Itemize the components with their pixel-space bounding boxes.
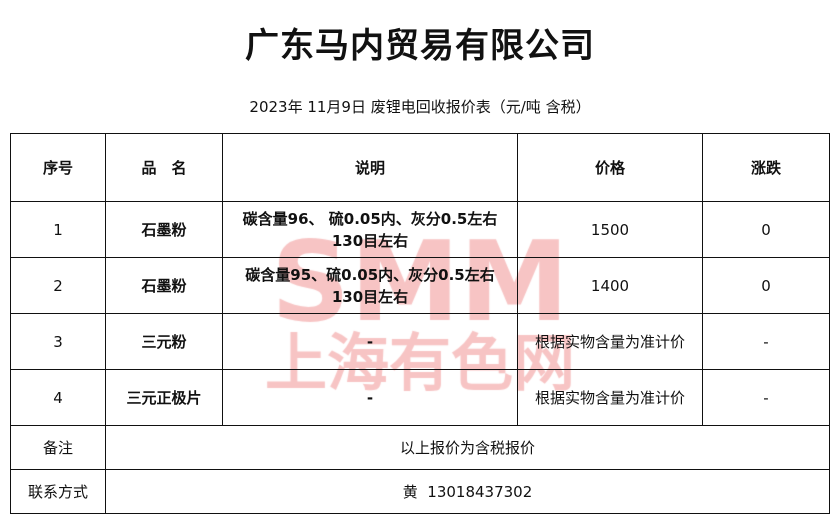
table-row: 1 石墨粉 碳含量96、 硫0.05内、灰分0.5左右 130目左右 1500 0 [10,201,830,258]
cell-name: 石墨粉 [105,257,223,314]
cell-change: 0 [702,257,830,314]
remark-value: 以上报价为含税报价 [105,425,830,470]
cell-change: - [702,369,830,426]
cell-change: 0 [702,201,830,258]
header-no: 序号 [10,133,106,202]
cell-price: 1400 [517,257,703,314]
desc-line: 碳含量96、 硫0.05内、灰分0.5左右 [242,209,498,228]
page-title: 广东马内贸易有限公司 [245,26,595,66]
cell-price: 根据实物含量为准计价 [517,313,703,370]
cell-desc: - [222,313,518,370]
cell-no: 1 [10,201,106,258]
table-row: 2 石墨粉 碳含量95、硫0.05内、灰分0.5左右 130目左右 1400 0 [10,257,830,314]
cell-price: 根据实物含量为准计价 [517,369,703,426]
remark-row: 备注 以上报价为含税报价 [10,425,830,470]
header-price: 价格 [517,133,703,202]
cell-change: - [702,313,830,370]
price-table: 序号 品 名 说明 价格 涨跌 1 石墨粉 碳含量96、 硫0.05内、灰分0.… [10,133,830,514]
remark-label: 备注 [10,425,106,470]
cell-price: 1500 [517,201,703,258]
page-subtitle: 2023年 11月9日 废锂电回收报价表（元/吨 含税） [249,98,591,116]
table-header: 序号 品 名 说明 价格 涨跌 [10,133,830,202]
header-change: 涨跌 [702,133,830,202]
table-row: 3 三元粉 - 根据实物含量为准计价 - [10,313,830,370]
cell-desc: 碳含量96、 硫0.05内、灰分0.5左右 130目左右 [222,201,518,258]
cell-no: 4 [10,369,106,426]
desc-line: 碳含量95、硫0.05内、灰分0.5左右 [245,265,495,284]
cell-no: 2 [10,257,106,314]
desc-line: 130目左右 [331,231,409,250]
cell-name: 三元正极片 [105,369,223,426]
cell-desc: 碳含量95、硫0.05内、灰分0.5左右 130目左右 [222,257,518,314]
cell-no: 3 [10,313,106,370]
contact-row: 联系方式 黄 13018437302 [10,469,830,514]
header-desc: 说明 [222,133,518,202]
cell-name: 三元粉 [105,313,223,370]
contact-value: 黄 13018437302 [105,469,830,514]
desc-line: 130目左右 [331,287,409,306]
table-row: 4 三元正极片 - 根据实物含量为准计价 - [10,369,830,426]
contact-label: 联系方式 [10,469,106,514]
cell-desc: - [222,369,518,426]
header-name: 品 名 [105,133,223,202]
cell-name: 石墨粉 [105,201,223,258]
